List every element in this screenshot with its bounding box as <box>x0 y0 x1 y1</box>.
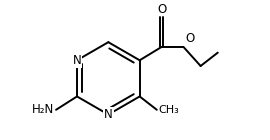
Text: CH₃: CH₃ <box>159 105 180 115</box>
Text: O: O <box>157 3 166 16</box>
Text: N: N <box>73 54 81 67</box>
Text: N: N <box>104 108 113 121</box>
Text: H₂N: H₂N <box>32 103 54 116</box>
Text: O: O <box>185 32 195 45</box>
